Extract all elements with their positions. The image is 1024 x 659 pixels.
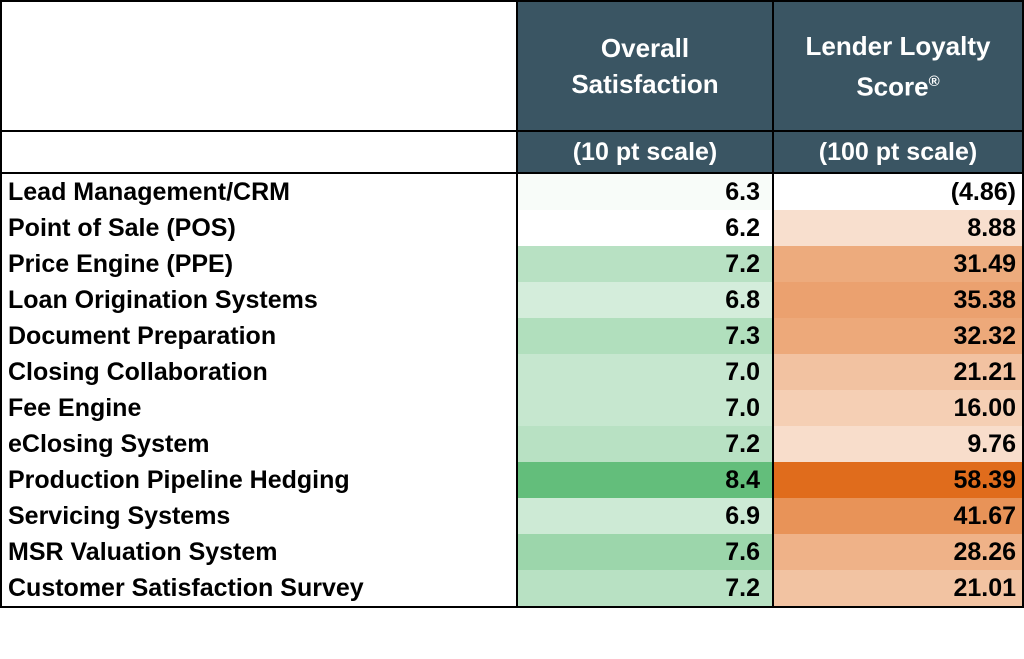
table-row: MSR Valuation System 7.6 28.26 xyxy=(0,534,1024,570)
table-row: Document Preparation 7.3 32.32 xyxy=(0,318,1024,354)
satisfaction-header-line2: Satisfaction xyxy=(571,69,719,99)
satisfaction-cell: 7.0 xyxy=(516,390,774,426)
satisfaction-cell: 7.6 xyxy=(516,534,774,570)
table-body: Lead Management/CRM 6.3 (4.86) Point of Sal… xyxy=(0,173,1024,608)
satisfaction-header-line1: Overall xyxy=(600,33,690,63)
satisfaction-cell: 6.9 xyxy=(516,498,774,534)
loyalty-cell: 41.67 xyxy=(772,498,1024,534)
table-row: Closing Collaboration 7.0 21.21 xyxy=(0,354,1024,390)
loyalty-cell: (4.86) xyxy=(772,173,1024,210)
header-corner-cell xyxy=(0,0,518,132)
loyalty-cell: 21.01 xyxy=(772,570,1024,608)
row-label: Production Pipeline Hedging xyxy=(0,462,518,498)
satisfaction-cell: 7.2 xyxy=(516,426,774,462)
loyalty-cell: 8.88 xyxy=(772,210,1024,246)
satisfaction-cell: 7.3 xyxy=(516,318,774,354)
satisfaction-loyalty-table: Overall Satisfaction Lender Loyalty Scor… xyxy=(0,0,1024,608)
satisfaction-cell: 6.8 xyxy=(516,282,774,318)
loyalty-cell: 35.38 xyxy=(772,282,1024,318)
registered-mark: ® xyxy=(928,72,940,90)
satisfaction-cell: 8.4 xyxy=(516,462,774,498)
satisfaction-scale: (10 pt scale) xyxy=(516,130,774,174)
loyalty-cell: 32.32 xyxy=(772,318,1024,354)
scale-corner-cell xyxy=(0,130,518,174)
satisfaction-cell: 7.2 xyxy=(516,570,774,608)
table-row: Price Engine (PPE) 7.2 31.49 xyxy=(0,246,1024,282)
row-label: Price Engine (PPE) xyxy=(0,246,518,282)
table-row: Loan Origination Systems 6.8 35.38 xyxy=(0,282,1024,318)
row-label: Loan Origination Systems xyxy=(0,282,518,318)
loyalty-cell: 9.76 xyxy=(772,426,1024,462)
table-row: Customer Satisfaction Survey 7.2 21.01 xyxy=(0,570,1024,608)
table-row: Servicing Systems 6.9 41.67 xyxy=(0,498,1024,534)
table-row: Lead Management/CRM 6.3 (4.86) xyxy=(0,173,1024,210)
loyalty-scale: (100 pt scale) xyxy=(772,130,1024,174)
table-row: Fee Engine 7.0 16.00 xyxy=(0,390,1024,426)
loyalty-cell: 28.26 xyxy=(772,534,1024,570)
row-label: Lead Management/CRM xyxy=(0,173,518,210)
loyalty-cell: 31.49 xyxy=(772,246,1024,282)
satisfaction-cell: 7.0 xyxy=(516,354,774,390)
table-row: Point of Sale (POS) 6.2 8.88 xyxy=(0,210,1024,246)
table-row: eClosing System 7.2 9.76 xyxy=(0,426,1024,462)
loyalty-header: Lender Loyalty Score® xyxy=(772,0,1024,132)
loyalty-header-line1: Lender Loyalty xyxy=(805,30,991,61)
row-label: Point of Sale (POS) xyxy=(0,210,518,246)
row-label: Fee Engine xyxy=(0,390,518,426)
loyalty-cell: 21.21 xyxy=(772,354,1024,390)
satisfaction-cell: 6.2 xyxy=(516,210,774,246)
loyalty-cell: 58.39 xyxy=(772,462,1024,498)
table-row: Production Pipeline Hedging 8.4 58.39 xyxy=(0,462,1024,498)
row-label: Servicing Systems xyxy=(0,498,518,534)
scale-row: (10 pt scale) (100 pt scale) xyxy=(0,130,1024,174)
row-label: Document Preparation xyxy=(0,318,518,354)
row-label: MSR Valuation System xyxy=(0,534,518,570)
loyalty-header-line2: Score xyxy=(856,71,929,102)
satisfaction-cell: 6.3 xyxy=(516,173,774,210)
row-label: eClosing System xyxy=(0,426,518,462)
header-row: Overall Satisfaction Lender Loyalty Scor… xyxy=(0,0,1024,132)
satisfaction-cell: 7.2 xyxy=(516,246,774,282)
satisfaction-header: Overall Satisfaction xyxy=(516,0,774,132)
loyalty-cell: 16.00 xyxy=(772,390,1024,426)
row-label: Customer Satisfaction Survey xyxy=(0,570,518,608)
row-label: Closing Collaboration xyxy=(0,354,518,390)
